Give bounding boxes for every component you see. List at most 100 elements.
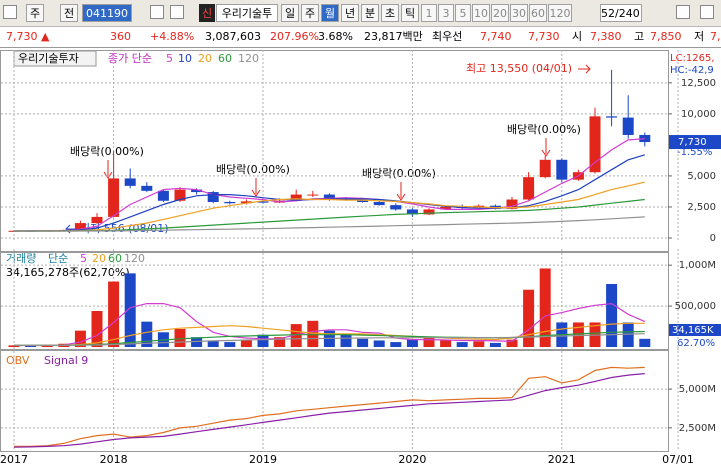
button[interactable]: 초	[381, 4, 399, 22]
candle-body	[639, 134, 651, 143]
legend-item: 120	[238, 52, 259, 65]
volume-bar	[423, 338, 435, 347]
candle-body	[108, 178, 120, 217]
annotation: 배당락(0.00%)	[216, 163, 290, 176]
x-tick-label: 2018	[100, 453, 128, 466]
volume-bar	[25, 345, 37, 347]
last-price-label: 7,730	[678, 137, 707, 148]
series-line	[14, 181, 645, 232]
legend-title: 우리기술투자	[18, 52, 79, 65]
x-tick-label: 2017	[0, 453, 28, 466]
button[interactable]: 틱	[401, 4, 419, 22]
y-tick-label: 0	[710, 233, 716, 244]
y-tick-label: 500,000	[675, 301, 716, 312]
volume-panel: 거래량 단순 5 20 60 120 34,165,278주(62,70%) 3…	[6, 252, 721, 349]
button[interactable]: 일	[281, 4, 299, 22]
legend-item: 20	[92, 252, 106, 265]
volume-bar	[141, 321, 153, 347]
toolbar: 주 전 041190 신 우리기술투 일 주 월 년 분 초 틱 1 3 5 1…	[0, 0, 721, 27]
label: 고	[634, 30, 645, 43]
candle-body	[440, 206, 452, 210]
volume-bar	[606, 284, 618, 347]
annotation: 배당락(0.00%)	[362, 167, 436, 180]
low: 7,	[710, 30, 721, 43]
button[interactable]: 5	[455, 4, 471, 22]
series-line	[14, 366, 645, 447]
volume-bar	[240, 339, 252, 347]
y-tick-label: 2,500M	[679, 423, 716, 434]
volume-bar	[572, 322, 584, 347]
volume-bar	[357, 338, 369, 347]
candle-body	[556, 159, 568, 180]
candle-body	[207, 192, 219, 202]
button[interactable]: 60	[529, 4, 547, 22]
candle-body	[191, 189, 203, 193]
name-field[interactable]: 우리기술투	[216, 4, 278, 22]
button[interactable]: 120	[548, 4, 572, 22]
button[interactable]: 10	[472, 4, 490, 22]
arrow	[103, 160, 113, 179]
button[interactable]: 주	[301, 4, 319, 22]
change: 360	[110, 30, 131, 43]
y-tick-label: 5,000	[687, 171, 716, 182]
candle-body	[240, 201, 252, 204]
series-line	[14, 322, 645, 346]
panel	[0, 350, 669, 452]
button[interactable]: 3	[438, 4, 454, 22]
series-line	[13, 373, 645, 448]
x-tick-label: 07/01	[662, 453, 694, 466]
code-input[interactable]: 041190	[82, 4, 132, 22]
icon[interactable]	[676, 5, 690, 19]
volume-bar	[390, 342, 402, 347]
page-input[interactable]: 52/240	[600, 4, 642, 22]
obv-panel: OBV Signal 9	[6, 354, 88, 367]
bid: 7,730	[528, 30, 560, 43]
series-line	[13, 302, 646, 347]
candle-body	[539, 159, 551, 178]
price-panel: 우리기술투자 종가 단순 5 10 20 60 120 최고 13,550 (0…	[13, 50, 715, 235]
candle-body	[124, 178, 136, 186]
arrow	[578, 64, 591, 74]
candle-body	[307, 194, 319, 196]
candle-body	[224, 202, 236, 204]
candle-body	[157, 190, 169, 201]
candle-body	[290, 194, 302, 201]
icon[interactable]	[700, 5, 714, 19]
volume-bar	[523, 289, 535, 347]
dropdown[interactable]: 주	[26, 4, 44, 22]
volume-bar	[473, 341, 485, 347]
y-tick-label: 12,500	[681, 78, 716, 89]
button[interactable]: 월	[321, 4, 339, 22]
volume-bar	[440, 340, 452, 347]
candle-body	[589, 116, 601, 173]
button[interactable]: 분	[361, 4, 379, 22]
button[interactable]: 년	[341, 4, 359, 22]
icon[interactable]	[150, 5, 164, 19]
badge: 신	[199, 4, 215, 22]
volume-bar	[406, 339, 418, 347]
side-label: 62.70%	[677, 338, 715, 349]
button[interactable]: 1	[421, 4, 437, 22]
volume-bar	[91, 311, 103, 347]
candle-body	[257, 201, 269, 203]
side-label: -1.55%	[677, 147, 712, 158]
legend-item: Signal 9	[44, 354, 88, 367]
button[interactable]: 30	[510, 4, 528, 22]
marks	[8, 69, 651, 448]
icon[interactable]	[3, 5, 17, 19]
volume-bar	[274, 337, 286, 347]
button[interactable]: 20	[491, 4, 509, 22]
button[interactable]: 전	[60, 4, 78, 22]
volume-bar	[191, 337, 203, 347]
series-line	[14, 198, 645, 232]
volume-bar	[639, 338, 651, 347]
icon[interactable]	[170, 5, 184, 19]
volume-bar	[174, 329, 186, 347]
y-tick-label: 5,000M	[679, 384, 716, 395]
candle-body	[606, 116, 618, 118]
volume-bar	[290, 324, 302, 347]
arrow	[541, 138, 551, 157]
legend-item: 5	[166, 52, 173, 65]
legend-item: 5	[80, 252, 87, 265]
side-label: 34,165K	[672, 325, 714, 336]
